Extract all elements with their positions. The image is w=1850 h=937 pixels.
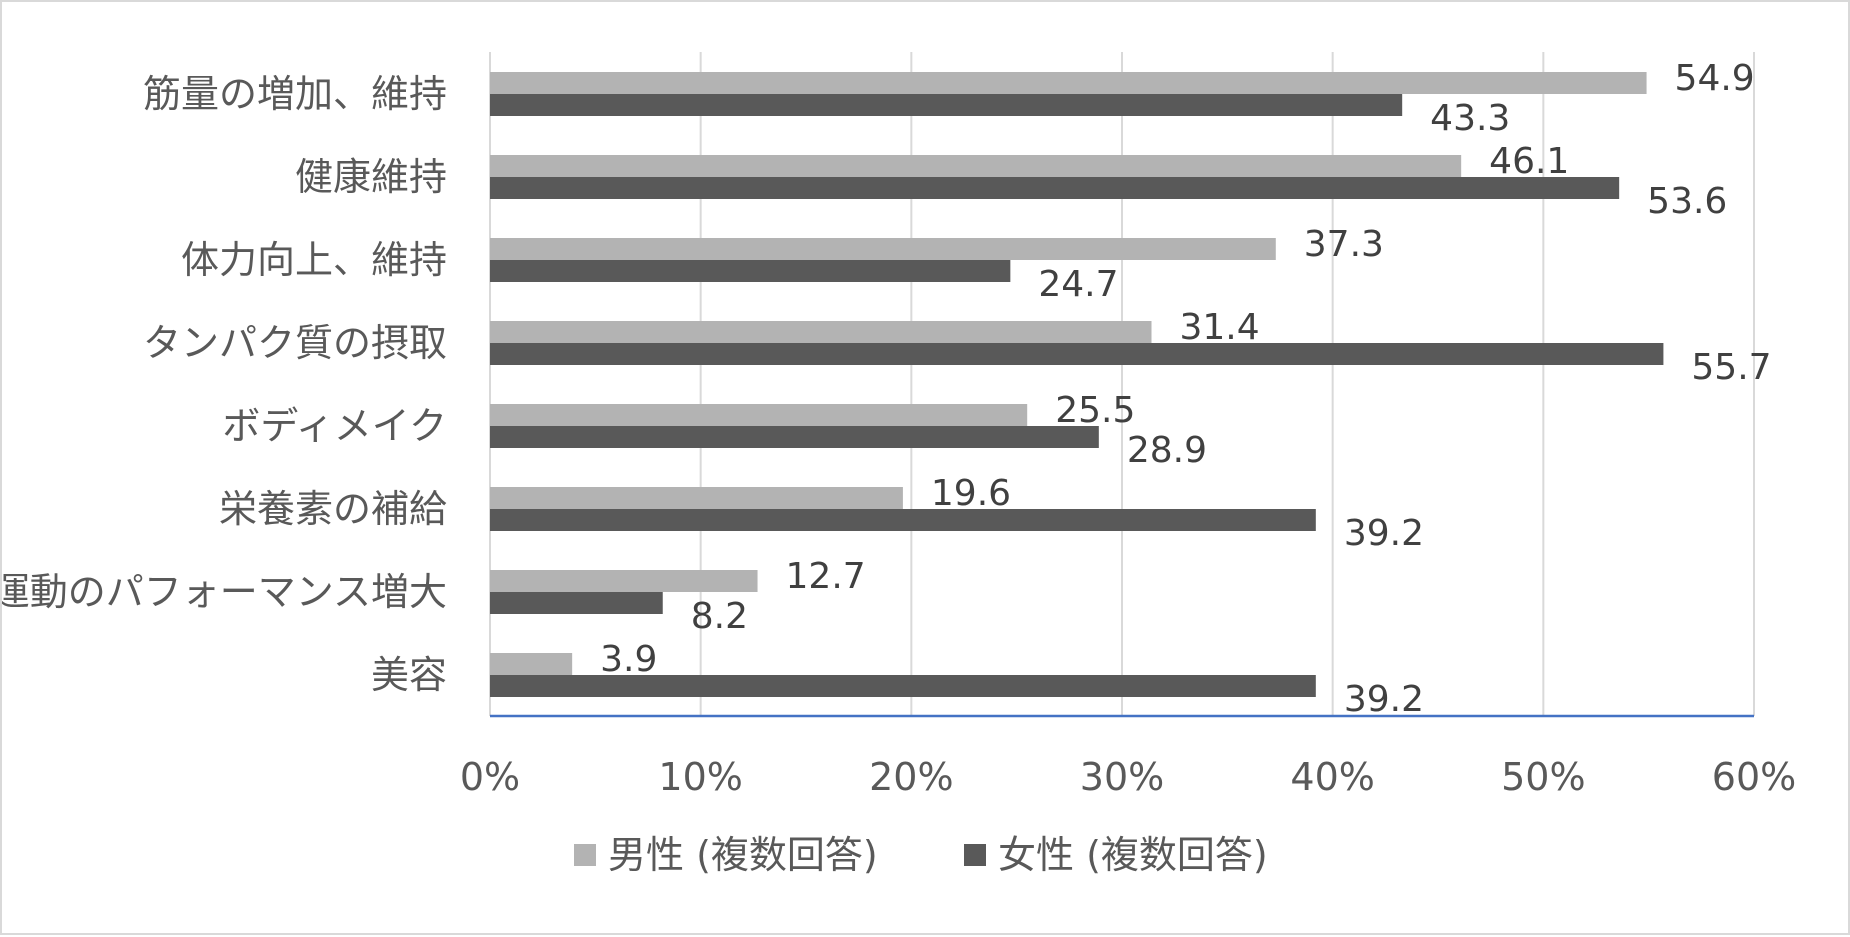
category-label: 体力向上、維持 [181,238,447,282]
bar-male [490,72,1647,94]
x-tick-label: 0% [460,755,520,799]
axes: 0% 10% 20% 30% 40% 50% 60% 筋量の増加、維持健康維持体力向上、維持タ… [2,72,1796,799]
legend-label: 男性 (複数回答) [608,833,878,877]
data-label: 39.2 [1344,513,1424,554]
data-label: 19.6 [931,473,1011,514]
bar-male [490,155,1462,177]
data-label: 43.3 [1430,98,1510,139]
data-label: 54.9 [1675,58,1755,99]
bar-female [490,592,663,614]
bar-female [490,177,1620,199]
bar-male [490,238,1276,260]
x-tick-label: 20% [869,755,953,799]
data-label: 46.1 [1489,141,1569,182]
bar-male [490,487,903,509]
bar-female [490,343,1664,365]
bar-male [490,404,1028,426]
x-tick-label: 10% [658,755,742,799]
x-tick-label: 30% [1080,755,1164,799]
bar-male [490,321,1152,343]
category-label: タンパク質の摂取 [143,321,447,365]
x-tick-label: 50% [1501,755,1585,799]
bars [490,72,1664,697]
category-label: 筋量の増加、維持 [143,72,447,116]
data-label: 28.9 [1127,430,1207,471]
data-label: 37.3 [1304,224,1384,265]
data-label: 25.5 [1055,390,1135,431]
data-label: 31.4 [1179,307,1259,348]
category-label: 栄養素の補給 [219,487,447,531]
category-label: 運動のパフォーマンス増大 [2,570,447,614]
legend: 男性 (複数回答) 女性 (複数回答) [574,833,1268,877]
category-label: 健康維持 [295,155,447,199]
category-label: ボディメイク [222,404,447,448]
data-label: 55.7 [1691,347,1771,388]
legend-swatch-male [574,844,596,866]
data-label: 39.2 [1344,679,1424,720]
bar-female [490,260,1011,282]
legend-label: 女性 (複数回答) [998,833,1268,877]
x-tick-label: 40% [1290,755,1374,799]
data-label: 53.6 [1647,181,1727,222]
category-label: 美容 [371,653,447,697]
bar-male [490,570,758,592]
bar-female [490,426,1099,448]
x-tick-label: 60% [1712,755,1796,799]
data-label: 8.2 [691,596,748,637]
data-label: 24.7 [1038,264,1118,305]
bar-female [490,94,1403,116]
data-label: 3.9 [600,639,657,680]
legend-swatch-female [964,844,986,866]
bar-female [490,675,1316,697]
bar-male [490,653,573,675]
bar-female [490,509,1316,531]
value-labels: 54.9 46.1 37.3 31.4 25.5 19.6 12.7 3.9 43.3 53.6 2… [600,58,1771,720]
data-label: 12.7 [786,556,866,597]
